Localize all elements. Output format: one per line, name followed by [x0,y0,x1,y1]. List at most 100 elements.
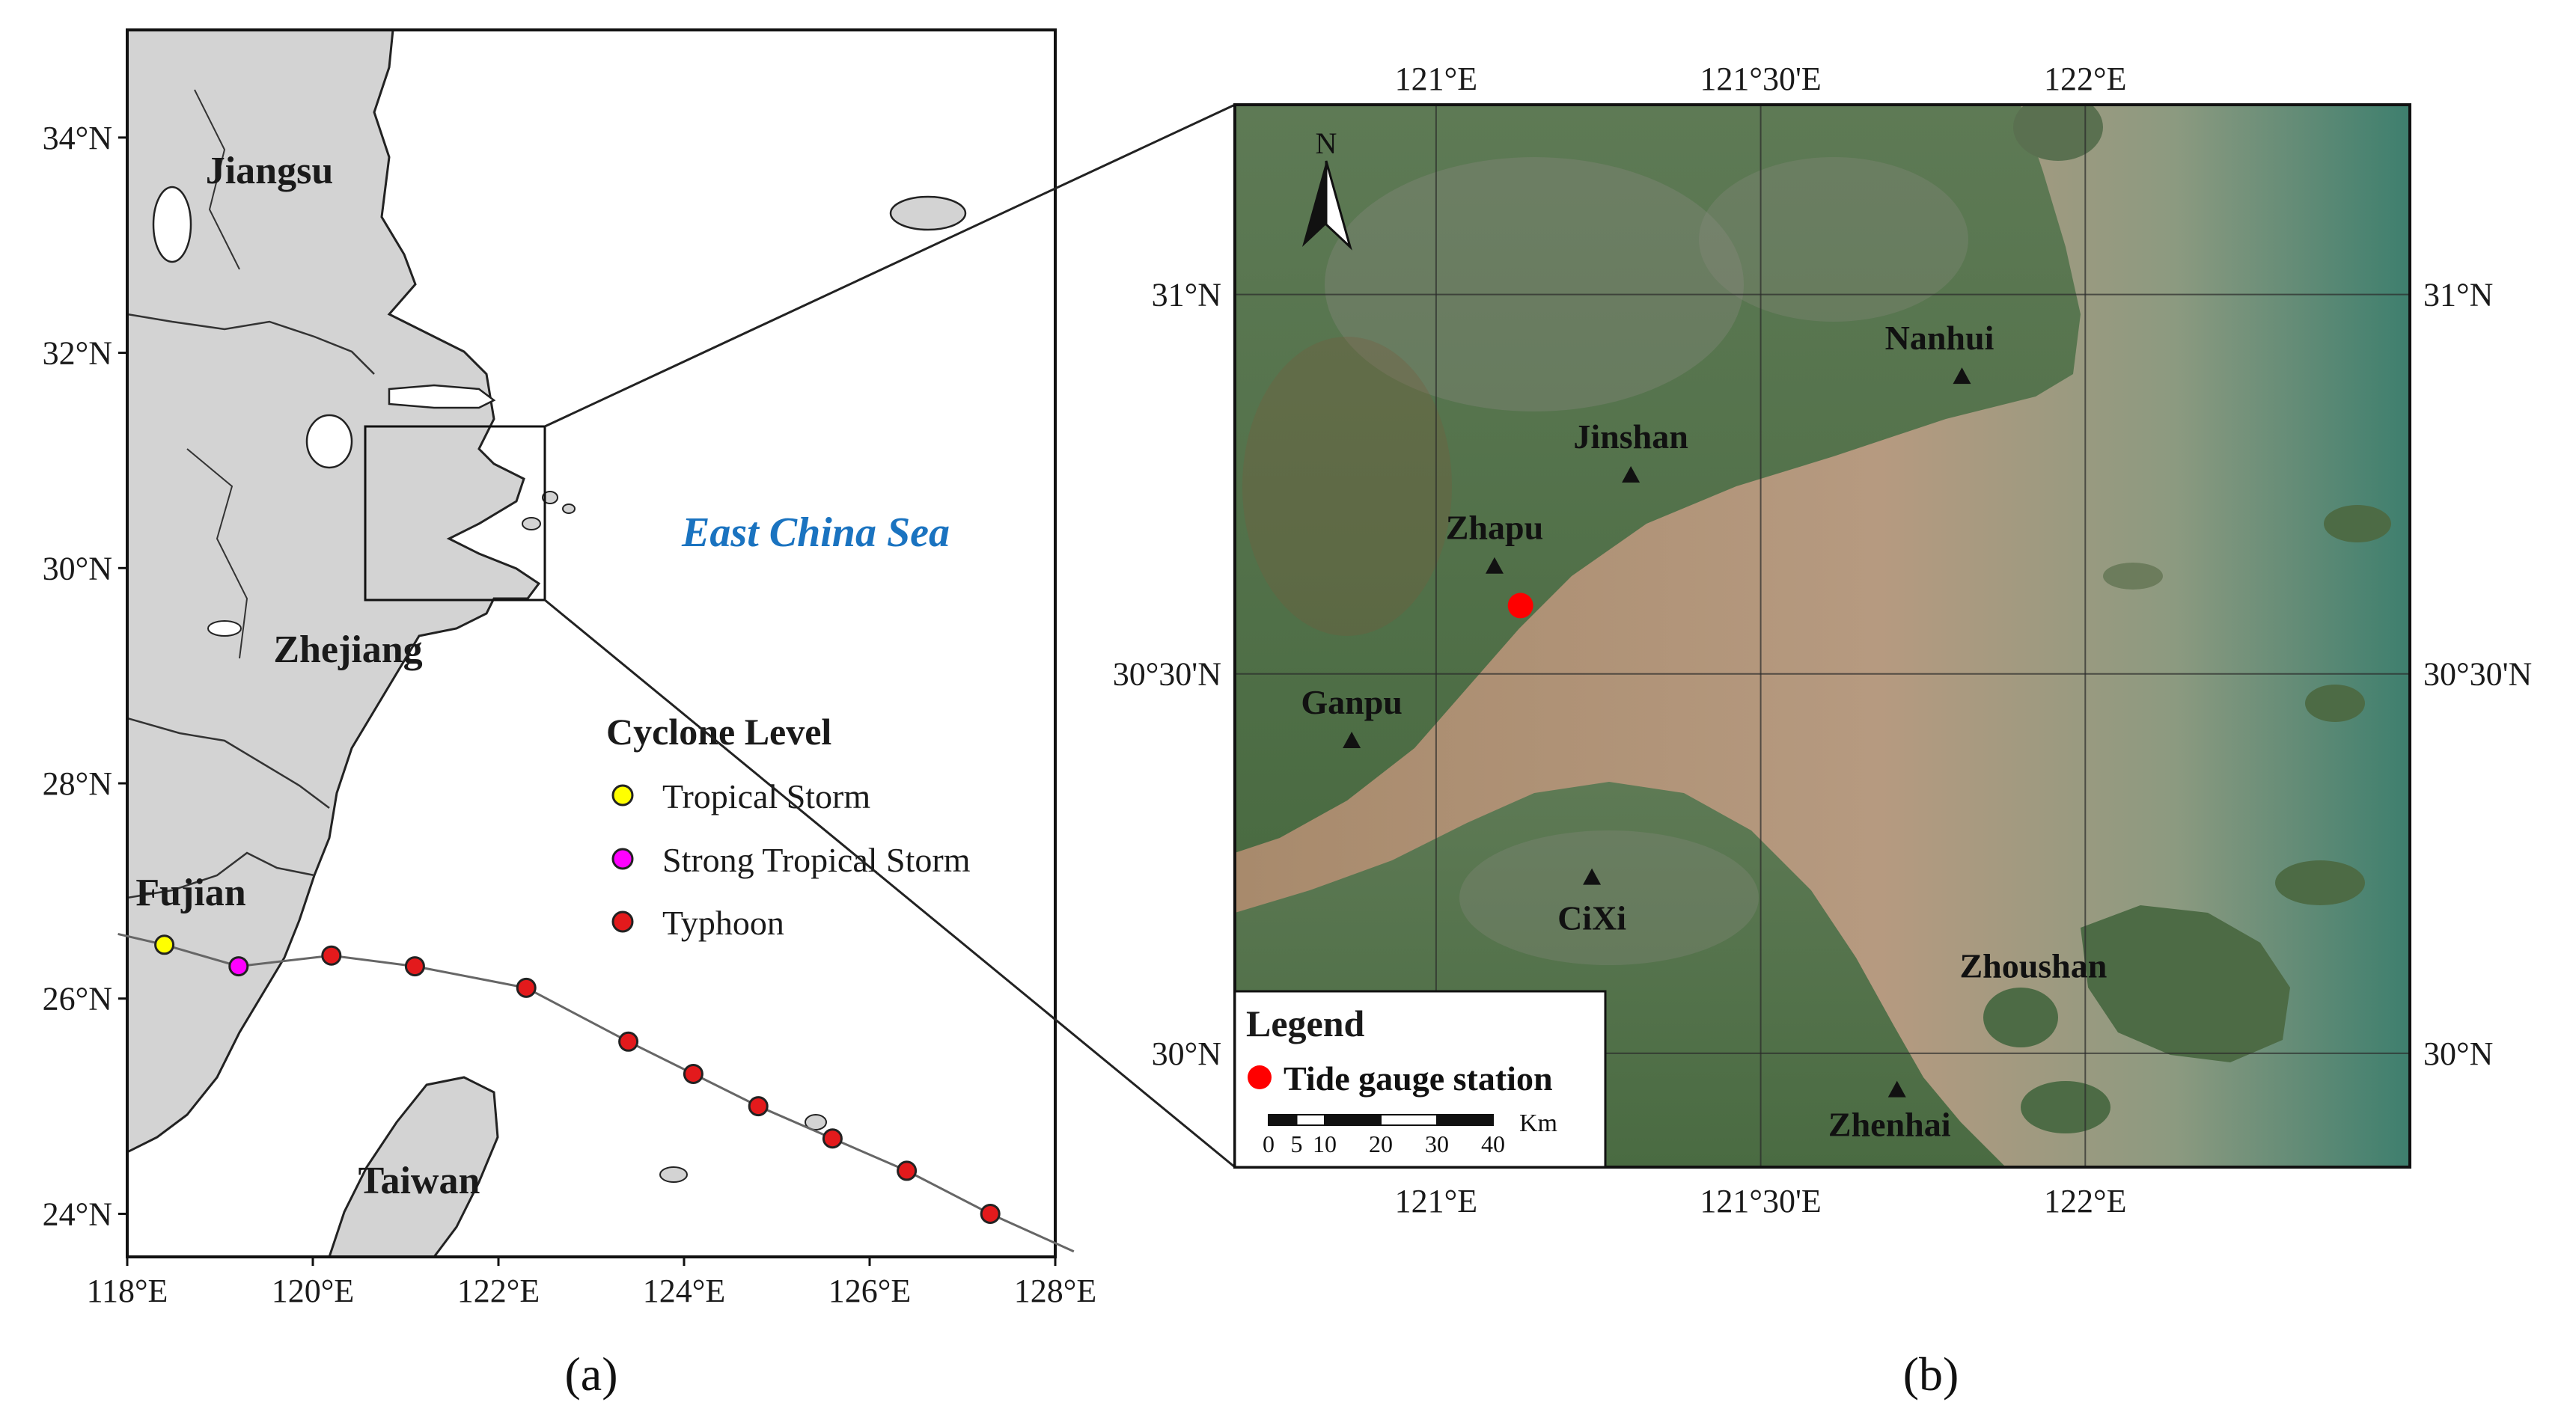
panel-a-map: 118°E 120°E 122°E 124°E 126°E 128°E 34°N 32°N 30… [43,28,1096,1401]
cyclone-legend: Cyclone Level Tropical Storm Strong Trop… [606,711,971,942]
legend-marker-typhoon [611,910,634,933]
panel-b-map: 121°E 121°E 121°30'E 121°30'E 122°E 122°E 31°N… [1113,61,2533,1401]
island-shape [562,504,576,514]
tide-gauge-station-marker [1507,593,1533,619]
scale-tick-label: 10 [1313,1130,1337,1157]
track-point [154,934,175,955]
urban-area [1325,157,1744,411]
track-point [228,956,249,977]
scale-segment [1436,1114,1494,1126]
bottom-x-tick-label: 122°E [2044,1183,2126,1219]
island-shape [2305,685,2365,722]
left-y-tick-label: 30°N [1152,1035,1221,1072]
top-x-tick-label: 121°E [1395,61,1477,97]
place-marker-icon [1583,868,1602,885]
track-point [404,956,425,977]
right-y-tick-label: 31°N [2423,277,2493,313]
y-tick-label: 30°N [43,550,112,587]
north-arrow-icon: N [1302,126,1352,251]
top-x-tick-label: 122°E [2044,61,2126,97]
island-shape [2324,505,2391,542]
scale-segment [1324,1114,1382,1126]
province-boundary [127,717,330,809]
urban-area [1242,337,1452,636]
province-label-fujian: Fujian [135,872,245,914]
zoom-connector-top [544,103,1236,428]
place-label: CiXi [1557,899,1626,937]
north-arrow-letter: N [1316,126,1337,160]
scale-segment [1295,1114,1325,1126]
left-y-tick-label: 31°N [1152,277,1221,313]
track-point [683,1063,703,1084]
scale-unit: Km [1519,1109,1557,1137]
scale-segment [1380,1114,1438,1126]
island-shape [1983,988,2058,1047]
scale-segment [1268,1114,1298,1126]
taiwan-shape [328,1076,499,1257]
track-point [897,1160,918,1181]
province-boundary [127,313,375,375]
lake-shape [305,414,353,469]
legend-label-typhoon: Typhoon [662,904,784,942]
zoom-connector-bottom [544,599,1236,1169]
x-tick-label: 118°E [87,1273,168,1309]
island-shape [805,1114,827,1130]
island-shape [542,491,558,504]
panel-a-label: (a) [564,1347,617,1401]
panel-b-legend: Legend Tide gauge station 0 5 10 20 30 40 Km [1233,990,1607,1169]
scale-tick-label: 0 [1263,1130,1275,1157]
scale-tick-label: 5 [1291,1130,1303,1157]
panel-a-frame [126,28,1057,1258]
panel-b-frame [1233,103,2411,1169]
study-area-box [364,425,546,602]
island-shape [522,517,541,530]
legend-marker-tide-gauge [1248,1065,1272,1089]
typhoon-track [117,932,1075,1253]
legend-title: Cyclone Level [606,711,831,753]
graticule [1235,105,2410,1167]
x-tick-label: 126°E [828,1273,911,1309]
legend-title-b: Legend [1246,1003,1365,1044]
province-boundary [194,89,240,270]
urban-area [1699,157,1968,322]
y-tick-label: 28°N [43,765,112,802]
scale-tick-label: 20 [1369,1130,1393,1157]
y-tick-label: 34°N [43,120,112,156]
place-label: Jinshan [1573,417,1688,456]
province-label-taiwan: Taiwan [358,1160,480,1202]
island-shape [2021,1081,2110,1133]
scale-bar: 0 5 10 20 30 40 [1263,1114,1505,1157]
legend-label-tropical-storm: Tropical Storm [662,777,870,815]
place-label: Zhenhai [1828,1106,1951,1144]
x-tick-label: 120°E [272,1273,354,1309]
island-shape [2103,563,2163,590]
island-shape [889,195,967,231]
track-point [516,977,537,998]
place-label: Zhapu [1446,509,1543,547]
province-label-zhejiang: Zhejiang [273,628,422,671]
place-marker-icon [1887,1080,1906,1098]
track-point [618,1031,639,1052]
x-tick-label: 122°E [457,1273,540,1309]
legend-marker-strong-tropical-storm [611,848,634,870]
mainland-shape [127,30,541,1154]
lake-shape [152,186,192,263]
panel-b-label: (b) [1903,1347,1959,1401]
bottom-x-tick-label: 121°30'E [1700,1183,1821,1219]
urban-area [1459,830,1759,965]
scale-tick-label: 40 [1481,1130,1505,1157]
province-boundary [186,448,248,659]
legend-label-strong-tropical-storm: Strong Tropical Storm [662,841,971,879]
top-x-tick-label: 121°30'E [1700,61,1821,97]
place-marker-icon [1343,732,1361,748]
x-tick-label: 128°E [1014,1273,1096,1309]
right-y-tick-label: 30°30'N [2423,656,2532,693]
province-boundary [127,851,315,899]
island-shape [659,1166,688,1183]
place-label: Nanhui [1885,319,1994,357]
place-marker-icon [1485,557,1504,574]
island-shape [2275,860,2365,905]
legend-label-tide-gauge: Tide gauge station [1284,1059,1553,1098]
